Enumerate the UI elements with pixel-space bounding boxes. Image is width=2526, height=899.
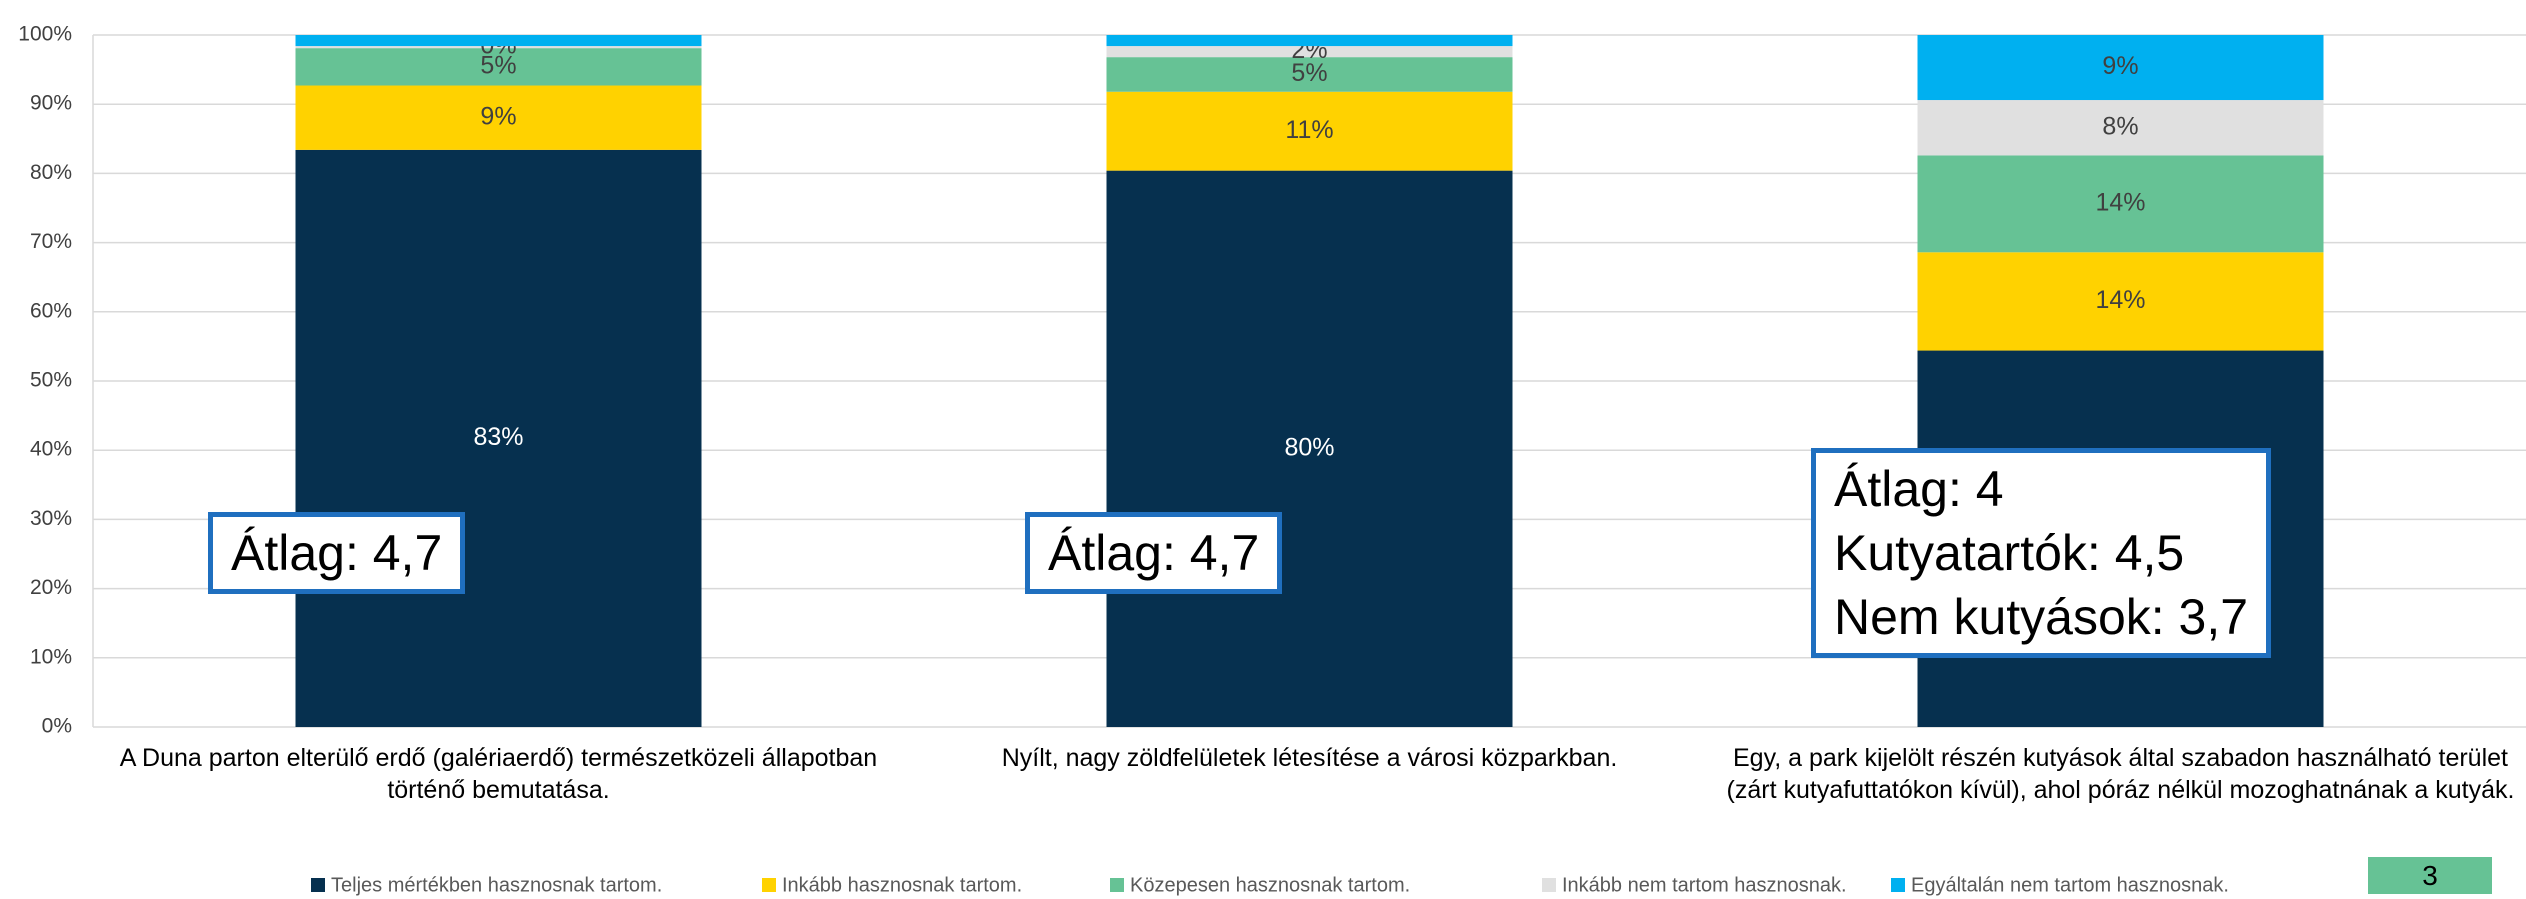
annotation-text: Kutyatartók: 4,5 [1834,525,2185,581]
bar-segment [1917,35,2324,101]
bar-segment [1917,100,2324,156]
data-label: 80% [1284,433,1334,461]
annotation-box: Átlag: 4,7 [208,512,466,594]
y-tick-label: 100% [18,23,72,46]
y-tick-label: 10% [30,645,72,668]
data-label: 14% [2095,286,2145,314]
legend-label: Inkább nem tartom hasznosnak. [1562,874,1847,896]
y-tick-label: 70% [30,230,72,253]
annotation-text: Átlag: 4,7 [231,525,443,581]
bar-segment [1106,170,1513,727]
legend-swatch [1542,878,1556,892]
data-label: 83% [473,423,523,451]
y-tick-label: 50% [30,369,72,392]
data-label: 9% [2102,52,2138,80]
data-label: 14% [2095,188,2145,216]
data-label: 11% [1285,116,1333,144]
data-label: 5% [480,51,516,79]
legend-label: Teljes mértékben hasznosnak tartom. [331,874,662,896]
annotation-box: Átlag: 4,7 [1025,512,1283,594]
bar-segment [1106,35,1513,47]
bar-segment [295,48,702,86]
annotation-text: Átlag: 4,7 [1048,525,1260,581]
data-label: 9% [480,102,516,130]
bar-segment [295,149,702,727]
annotation-text: Nem kutyások: 3,7 [1834,589,2249,645]
y-tick-label: 20% [30,576,72,599]
x-tick-label: A Duna parton elterülő erdő (galériaerdő… [119,744,878,804]
bar-segment [295,85,702,150]
bar-segment [1106,57,1513,92]
bar-segment [1106,91,1513,171]
bar-segment [295,35,702,47]
y-tick-label: 80% [30,161,72,184]
legend-swatch [1891,878,1905,892]
bar-segment [1106,46,1513,58]
bar-segment [1917,155,2324,253]
y-tick-label: 60% [30,299,72,322]
x-tick-label: Nyílt, nagy zöldfelületek létesítése a v… [1001,744,1618,772]
bar-segment [295,46,702,49]
legend-label: Inkább hasznosnak tartom. [782,874,1022,896]
annotation-text: Átlag: 4 [1834,461,2004,517]
legend-swatch [762,878,776,892]
bar-segment [1917,252,2324,351]
data-label: 8% [2102,112,2138,140]
annotation-box: Átlag: 4 Kutyatartók: 4,5 Nem kutyások: 3,… [1811,448,2272,658]
x-tick-label: Egy, a park kijelölt részén kutyások ált… [1726,744,2515,804]
legend-label: Közepesen hasznosnak tartom. [1130,874,1410,896]
y-tick-label: 40% [30,438,72,461]
legend-label: Egyáltalán nem tartom hasznosnak. [1911,874,2229,896]
page-number: 3 [2368,857,2492,894]
y-tick-label: 30% [30,507,72,530]
data-label: 5% [1291,59,1327,87]
y-tick-label: 90% [30,92,72,115]
legend-swatch [1110,878,1124,892]
legend-swatch [311,878,325,892]
y-tick-label: 0% [42,715,72,738]
